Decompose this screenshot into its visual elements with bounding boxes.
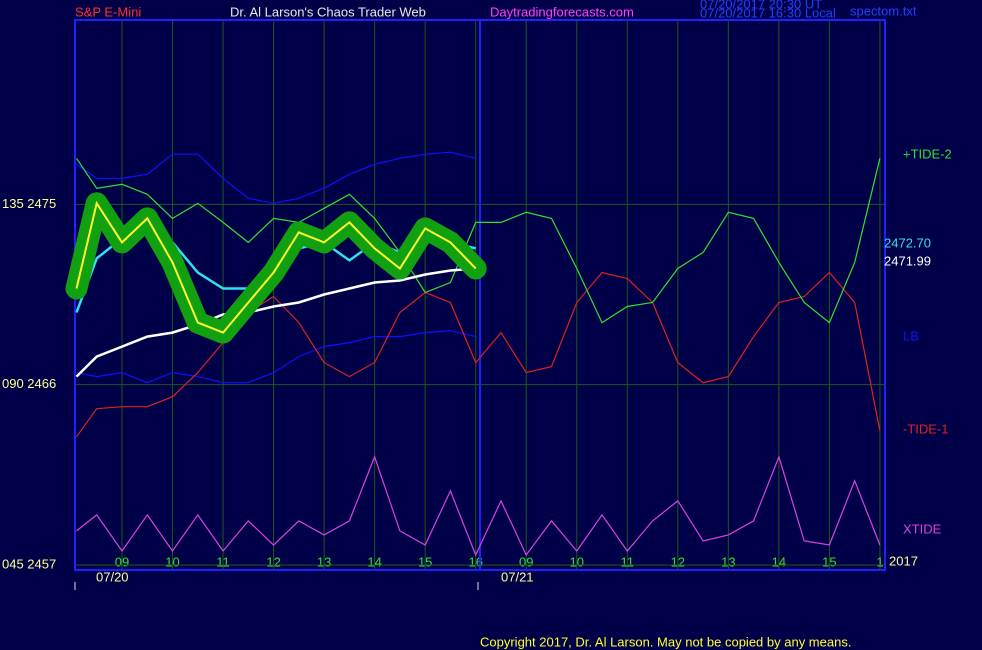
series-line: [76, 454, 881, 557]
x-tick-label: 11: [216, 554, 230, 569]
series-line: [75, 267, 476, 378]
annotation: 07/20: [96, 569, 129, 584]
annotation: 07/21: [501, 569, 534, 584]
x-tick-label: 13: [317, 554, 331, 569]
y-tick-label: 135 2475: [2, 196, 56, 211]
series-line: [76, 329, 476, 384]
x-tick-label: 09: [519, 554, 533, 569]
annotation: Copyright 2017, Dr. Al Larson. May not b…: [480, 634, 851, 649]
annotation: Daytradingforecasts.com: [490, 4, 634, 19]
x-tick-label: 14: [367, 554, 381, 569]
x-tick-label: 12: [266, 554, 280, 569]
annotation: 07/20/2017 16:30 Local: [700, 5, 836, 20]
y-tick-label: 045 2457: [2, 556, 56, 571]
x-tick-label: 1: [876, 554, 883, 569]
series-line: [76, 271, 881, 438]
annotation: 2472.70: [884, 235, 931, 250]
x-tick-label: 12: [671, 554, 685, 569]
annotation: spectom.txt: [850, 3, 917, 18]
x-tick-label: 14: [772, 554, 786, 569]
x-tick-label: 11: [621, 554, 635, 569]
annotation: 2017: [889, 553, 918, 568]
x-tick-label: 10: [165, 554, 179, 569]
series-label: XTIDE: [903, 521, 942, 536]
y-tick-label: 090 2466: [2, 376, 56, 391]
x-tick-label: 15: [418, 554, 432, 569]
chart-title: Dr. Al Larson's Chaos Trader Web: [230, 4, 426, 19]
x-tick-label: 09: [115, 554, 129, 569]
x-tick-label: 13: [721, 554, 735, 569]
annotation: 07/20/2017 20:30 UT: [700, 0, 822, 11]
series-label: LB: [903, 328, 919, 343]
series-line: [76, 151, 476, 204]
annotation: S&P E-Mini: [75, 4, 141, 19]
series-label: -TIDE-1: [903, 421, 949, 436]
x-tick-label: 15: [822, 554, 836, 569]
annotation: 2471.99: [884, 253, 931, 268]
series-label: +TIDE-2: [903, 146, 952, 161]
x-tick-label: 10: [570, 554, 584, 569]
series-line: [75, 200, 477, 334]
series-line: [76, 157, 881, 324]
